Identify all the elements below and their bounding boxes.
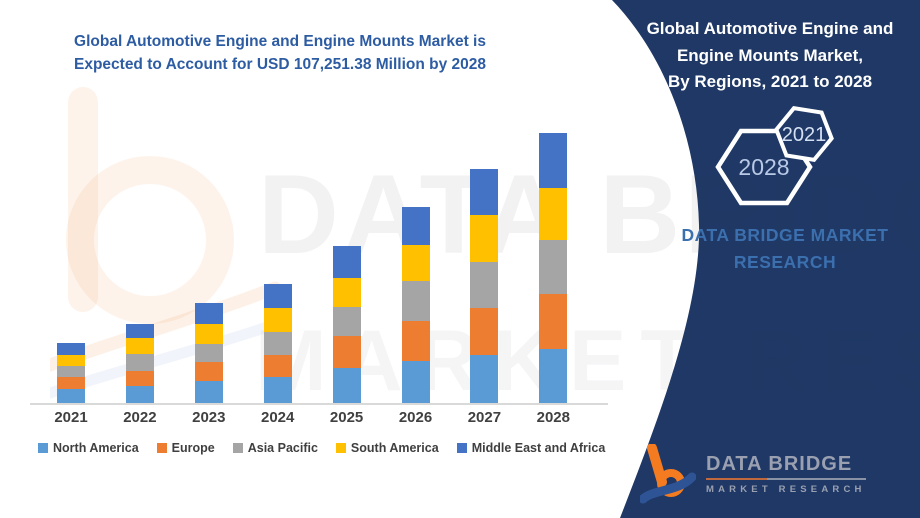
bar-segment-2025-north-america bbox=[332, 368, 361, 403]
bar-segment-2021-north-america bbox=[57, 388, 85, 403]
legend-label-south-america: South America bbox=[350, 441, 439, 455]
footer-logo-subtitle: MARKET RESEARCH bbox=[706, 484, 866, 495]
x-axis-label-2027: 2027 bbox=[467, 409, 502, 426]
bar-segment-2025-asia-pacific bbox=[332, 306, 361, 337]
bar-segment-2026-asia-pacific bbox=[401, 281, 430, 322]
panel-title: Global Automotive Engine and Engine Moun… bbox=[625, 16, 915, 96]
bar-segment-2027-south-america bbox=[470, 215, 499, 262]
legend-swatch-middle-east-and-africa bbox=[456, 443, 467, 453]
legend-item-middle-east-and-africa: Middle East and Africa bbox=[456, 441, 606, 455]
bar-segment-2026-europe bbox=[401, 321, 430, 362]
hexagon-2021-label: 2021 bbox=[782, 124, 827, 146]
chart-legend: North America Europe Asia Pacific South Ame… bbox=[38, 441, 605, 455]
x-axis-label-2024: 2024 bbox=[261, 409, 295, 426]
bar-segment-2023-asia-pacific bbox=[194, 343, 223, 362]
legend-swatch-north-america bbox=[38, 443, 48, 453]
x-axis-label-2028: 2028 bbox=[536, 409, 570, 426]
bar-segment-2021-south-america bbox=[57, 355, 85, 367]
x-axis-labels: 2021 2022 2023 2024 2025 2026 2027 2028 bbox=[30, 409, 608, 429]
stacked-bar-plot bbox=[30, 118, 608, 405]
bar-segment-2023-north-america bbox=[194, 381, 223, 403]
bar-segment-2026-north-america bbox=[401, 361, 430, 403]
bar-segment-2028-europe bbox=[539, 293, 568, 349]
bar-segment-2026-middle-east-and-africa bbox=[401, 207, 430, 245]
x-axis-label-2023: 2023 bbox=[192, 409, 226, 426]
x-axis-label-2022: 2022 bbox=[123, 409, 157, 426]
bar-segment-2028-asia-pacific bbox=[539, 239, 568, 294]
panel-title-line2: Engine Mounts Market, bbox=[676, 45, 864, 65]
bar-segment-2027-europe bbox=[470, 307, 499, 355]
brand-text: DATA BRIDGE MARKET RESEARCH bbox=[640, 222, 920, 276]
chart-title-line1: Global Automotive Engine and Engine Moun… bbox=[74, 33, 486, 50]
footer-logo: DATA BRIDGE MARKET RESEARCH bbox=[640, 444, 866, 504]
legend-item-south-america: South America bbox=[335, 441, 439, 455]
bar-segment-2024-south-america bbox=[263, 308, 292, 333]
bar-segment-2024-europe bbox=[263, 354, 292, 377]
hexagon-2028-label: 2028 bbox=[738, 154, 789, 180]
bar-segment-2028-middle-east-and-africa bbox=[539, 132, 568, 188]
bar-segment-2021-europe bbox=[57, 377, 85, 389]
legend-item-north-america: North America bbox=[38, 441, 139, 455]
bar-segment-2024-north-america bbox=[263, 377, 292, 403]
bar-segment-2026-south-america bbox=[401, 244, 430, 282]
bar-segment-2023-south-america bbox=[194, 323, 223, 344]
bar-segment-2021-middle-east-and-africa bbox=[57, 342, 85, 356]
legend-swatch-asia-pacific bbox=[232, 443, 243, 453]
legend-label-north-america: North America bbox=[53, 441, 139, 455]
bar-segment-2025-south-america bbox=[332, 278, 361, 307]
panel-title-line3: By Regions, 2021 to 2028 bbox=[667, 72, 873, 91]
bar-segment-2028-south-america bbox=[539, 188, 568, 240]
legend-label-europe: Europe bbox=[171, 441, 215, 455]
hexagon-2028 bbox=[715, 128, 813, 206]
footer-logo-text: DATA BRIDGE MARKET RESEARCH bbox=[706, 453, 866, 495]
bar-segment-2022-asia-pacific bbox=[125, 353, 154, 371]
bar-segment-2027-middle-east-and-africa bbox=[470, 169, 499, 216]
bar-segment-2022-europe bbox=[125, 370, 154, 386]
watermark-text-line1: DATA BRIDGE bbox=[258, 152, 920, 277]
bar-segment-2021-asia-pacific bbox=[57, 366, 85, 377]
x-axis-label-2026: 2026 bbox=[398, 409, 433, 426]
legend-swatch-europe bbox=[156, 443, 167, 453]
data-bridge-b-icon bbox=[640, 444, 696, 504]
footer-logo-rule bbox=[706, 478, 866, 480]
panel-title-line1: Global Automotive Engine and bbox=[646, 19, 894, 38]
bar-segment-2023-europe bbox=[194, 362, 223, 382]
legend-item-europe: Europe bbox=[156, 441, 215, 455]
watermark-text-line2: MARKET RESEARCH bbox=[255, 313, 920, 409]
bar-segment-2022-middle-east-and-africa bbox=[125, 323, 154, 338]
bar-segment-2024-middle-east-and-africa bbox=[263, 284, 292, 309]
brand-text-line2: RESEARCH bbox=[733, 252, 837, 272]
x-axis-label-2025: 2025 bbox=[329, 409, 364, 426]
bar-segment-2022-south-america bbox=[125, 337, 154, 354]
legend-label-middle-east-and-africa: Middle East and Africa bbox=[471, 441, 606, 455]
chart-title: Global Automotive Engine and Engine Moun… bbox=[45, 30, 515, 76]
legend-swatch-south-america bbox=[335, 443, 346, 453]
bar-segment-2025-europe bbox=[332, 336, 361, 369]
bar-segment-2024-asia-pacific bbox=[263, 332, 292, 355]
bar-segment-2023-middle-east-and-africa bbox=[194, 303, 223, 324]
brand-text-line1: DATA BRIDGE MARKET bbox=[681, 225, 889, 245]
legend-item-asia-pacific: Asia Pacific bbox=[232, 441, 318, 455]
year-hexagons: 2028 2021 bbox=[715, 105, 834, 206]
bar-segment-2027-asia-pacific bbox=[470, 261, 499, 308]
hexagon-2021 bbox=[774, 105, 834, 163]
x-axis-label-2021: 2021 bbox=[54, 409, 88, 426]
bar-segment-2025-middle-east-and-africa bbox=[332, 246, 361, 279]
legend-label-asia-pacific: Asia Pacific bbox=[247, 441, 318, 455]
bar-segment-2022-north-america bbox=[125, 385, 154, 403]
footer-logo-name: DATA BRIDGE bbox=[706, 453, 853, 475]
chart-title-line2: Expected to Account for USD 107,251.38 M… bbox=[73, 56, 487, 73]
bar-segment-2028-north-america bbox=[539, 348, 568, 403]
bar-segment-2027-north-america bbox=[470, 354, 499, 403]
